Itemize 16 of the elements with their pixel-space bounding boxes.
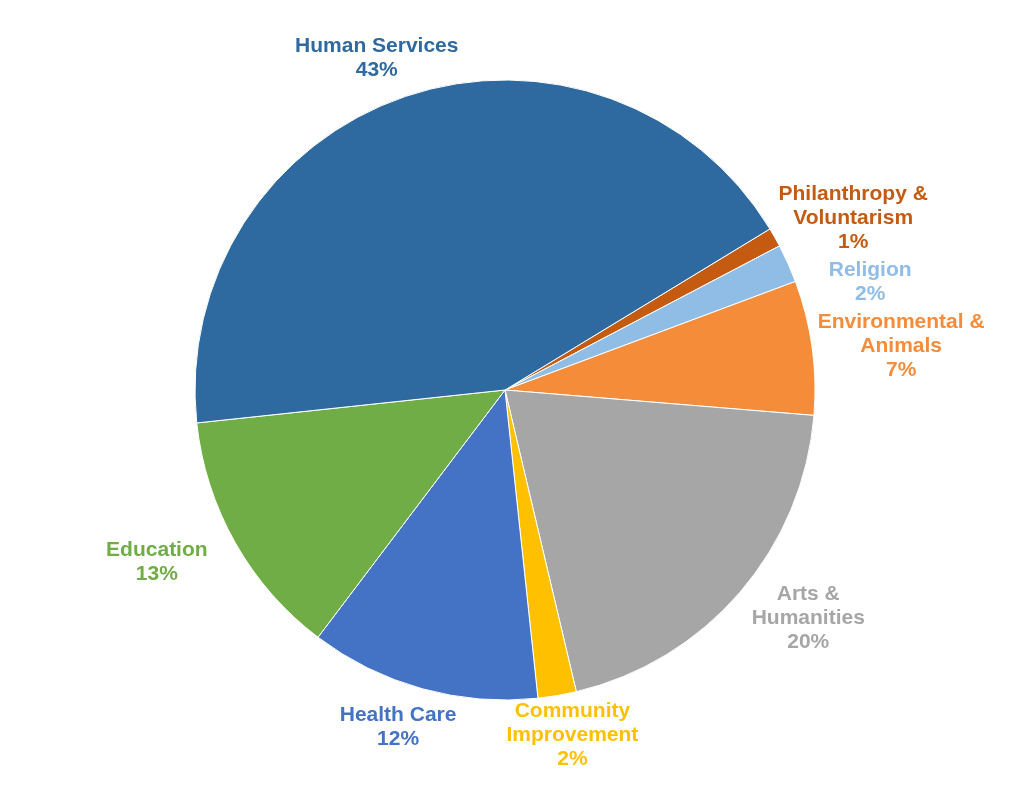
- slice-label: Arts & Humanities: [751, 581, 865, 629]
- data-label: 7%: [886, 356, 917, 380]
- slice-label: Community Improvement: [506, 698, 639, 745]
- data-label: 2%: [854, 280, 886, 304]
- slice-label: Health Care: [339, 702, 457, 726]
- data-label: 1%: [837, 228, 869, 252]
- slice-label: Education: [106, 537, 208, 561]
- data-label: 13%: [135, 561, 179, 585]
- data-label: 2%: [557, 746, 588, 769]
- data-label: 20%: [787, 629, 830, 653]
- data-label: 12%: [377, 726, 420, 750]
- slice-label: Philanthropy & Voluntarism: [778, 180, 928, 228]
- slice-label: Environmental & Animals: [817, 308, 985, 356]
- data-label: 43%: [355, 57, 399, 81]
- slice-label: Religion: [828, 256, 912, 280]
- slice-label: Human Services: [295, 33, 459, 57]
